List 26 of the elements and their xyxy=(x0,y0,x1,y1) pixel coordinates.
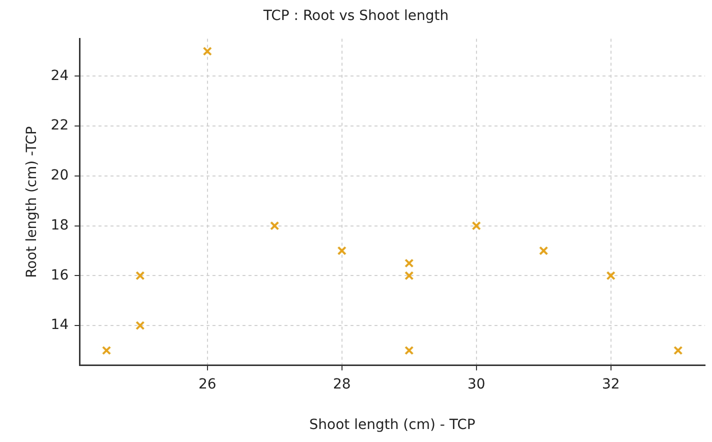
x-tick-label: 32 xyxy=(602,376,620,392)
point xyxy=(337,246,346,256)
point xyxy=(404,346,414,355)
point xyxy=(606,271,616,280)
point xyxy=(136,271,145,280)
point xyxy=(472,221,481,230)
x-tick-label: 28 xyxy=(332,376,351,392)
chart-title: TCP : Root vs Shoot length xyxy=(262,8,449,24)
y-tick-label: 16 xyxy=(50,267,69,284)
x-axis-title: Shoot length (cm) - TCP xyxy=(309,417,476,434)
point xyxy=(102,346,112,355)
point xyxy=(202,46,212,56)
point xyxy=(270,221,280,230)
point xyxy=(136,320,145,330)
point xyxy=(404,271,414,280)
y-tick-label: 24 xyxy=(50,68,69,84)
point xyxy=(539,246,548,256)
y-axis-title: Root length (cm) -TCP xyxy=(24,126,40,278)
y-tick-label: 14 xyxy=(50,317,69,334)
point xyxy=(404,258,414,268)
y-tick-label: 22 xyxy=(50,118,69,134)
y-tick-label: 18 xyxy=(50,217,69,234)
x-tick-label: 26 xyxy=(198,376,216,392)
point xyxy=(674,346,683,355)
x-tick-label: 30 xyxy=(467,376,486,392)
y-tick-label: 20 xyxy=(50,168,69,184)
